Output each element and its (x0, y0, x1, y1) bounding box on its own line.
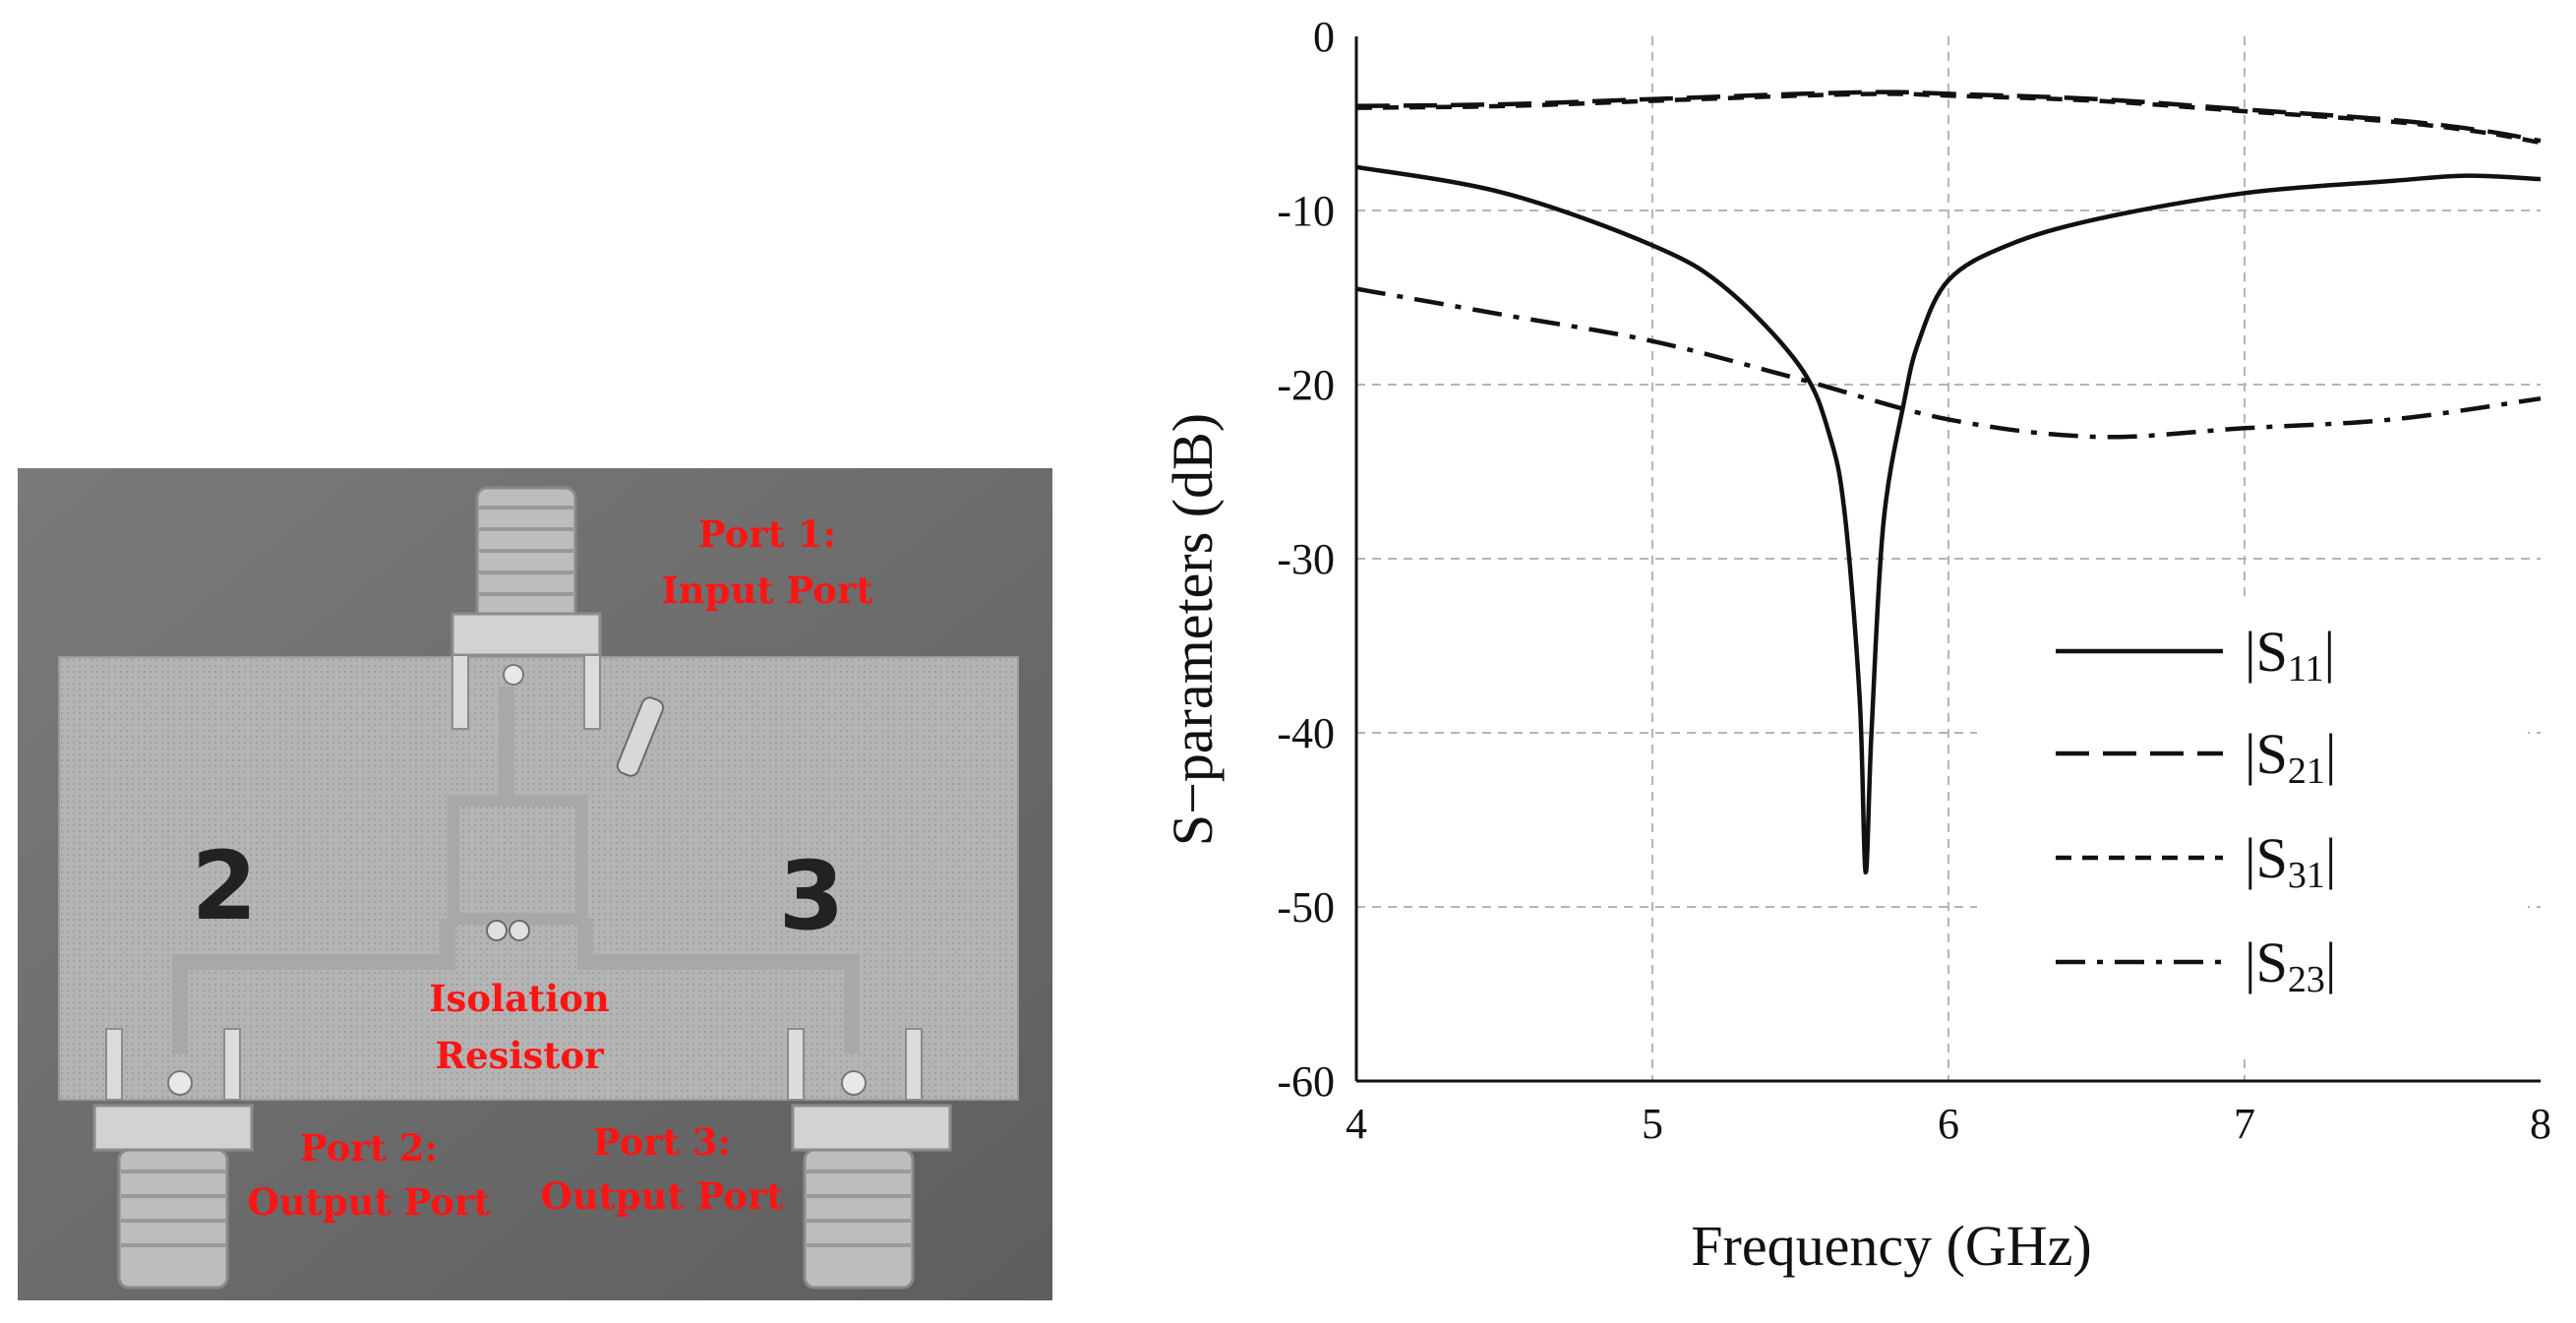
legend-label-s31: |S31| (2245, 826, 2337, 896)
sma-connector-port1 (450, 486, 602, 730)
y-axis-label: S−parameters (dB) (1161, 413, 1225, 846)
y-tick-label: -50 (1277, 883, 1335, 932)
port3-label-line1: Port 3: (593, 1120, 731, 1164)
series-line-s31 (1355, 91, 2542, 146)
legend-box (1977, 600, 2528, 1052)
y-tick-label: -40 (1277, 709, 1335, 757)
chart-ticks: 4 5 6 7 8 0 -10 -20 -30 -40 -50 -60 (1277, 13, 2551, 1148)
device-photo: 2 3 Port 1: Input Port Isolation Resisto… (18, 468, 1052, 1300)
x-tick-label: 5 (1642, 1100, 1663, 1148)
y-tick-label: -20 (1277, 361, 1335, 409)
chart-grid (1354, 36, 2541, 1083)
isolation-label-line1: Isolation (429, 977, 610, 1020)
sma-connector-port3 (787, 1028, 952, 1290)
port3-label-line2: Output Port (540, 1174, 783, 1218)
s-parameter-chart: |S11| |S21| |S31| |S23| 4 5 6 7 8 0 -10 -20 -30 -40 -… (1161, 13, 2551, 1278)
sma-connector-port2 (92, 1028, 254, 1290)
x-tick-label: 6 (1938, 1100, 1959, 1148)
x-tick-label: 4 (1346, 1100, 1367, 1148)
chart-series (1355, 90, 2542, 874)
chart-legend: |S11| |S21| |S31| |S23| (1977, 600, 2528, 1052)
y-tick-label: -10 (1277, 187, 1335, 235)
x-axis-label: Frequency (GHz) (1691, 1214, 2091, 1278)
y-tick-label: -30 (1277, 535, 1335, 583)
y-tick-label: -60 (1277, 1057, 1335, 1106)
legend-label-s21: |S21| (2245, 722, 2337, 792)
x-tick-label: 7 (2234, 1100, 2255, 1148)
board-number-2: 2 (192, 831, 258, 941)
isolation-resistor-part (486, 696, 665, 941)
port1-label-line2: Input Port (661, 569, 872, 612)
legend-label-s23: |S23| (2245, 931, 2337, 1000)
port1-label-line1: Port 1: (698, 512, 836, 556)
port2-label-line2: Output Port (247, 1180, 490, 1224)
series-line-s23 (1355, 286, 2542, 440)
port2-label-line1: Port 2: (300, 1126, 438, 1170)
board-number-3: 3 (779, 841, 845, 951)
x-tick-label: 8 (2530, 1100, 2551, 1148)
microstrip-traces (172, 687, 860, 1053)
isolation-label-line2: Resistor (435, 1034, 604, 1077)
y-tick-label: 0 (1313, 13, 1335, 61)
series-line-s11 (1355, 164, 2542, 874)
legend-label-s11: |S11| (2245, 620, 2335, 690)
